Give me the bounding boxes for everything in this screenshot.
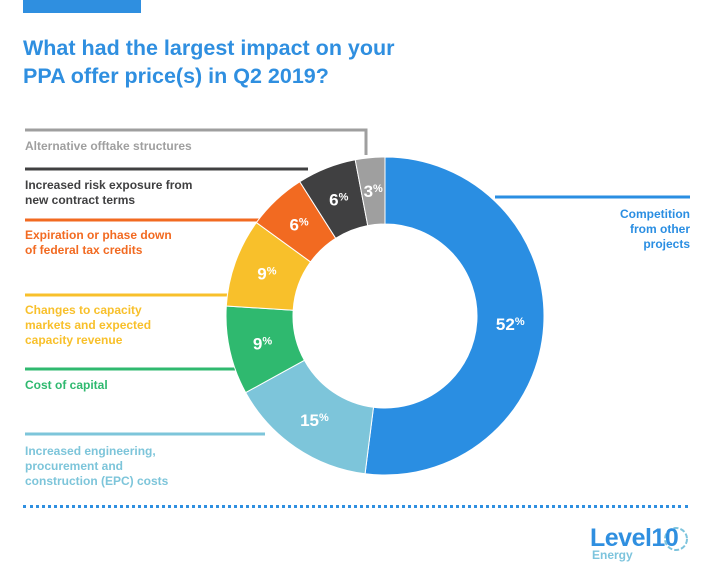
level10-logo: Level10 Energy [590,524,690,564]
logo-wordmark: Level10 [590,524,679,552]
title-line-1: What had the largest impact on your [23,36,395,60]
leader-line-7 [25,128,368,155]
dotted-divider [23,505,688,508]
label-risk-exposure: Increased risk exposure from new contrac… [25,178,193,207]
donut-slice-1 [364,156,545,476]
accent-bar [23,0,141,13]
donut-slice-7 [354,156,386,227]
label-capacity-markets: Changes to capacity markets and expected… [25,303,152,347]
label-competition: Competition from other projects [620,207,690,251]
chart-title: What had the largest impact on your PPA … [23,34,523,90]
label-alternative-offtake: Alternative offtake structures [25,139,192,153]
label-tax-credits: Expiration or phase down of federal tax … [25,228,172,257]
label-epc-costs: Increased engineering, procurement and c… [25,444,169,488]
title-line-2: PPA offer price(s) in Q2 2019? [23,64,329,88]
logo-ring-icon [664,527,688,551]
logo-subtext: Energy [592,548,633,562]
label-cost-of-capital: Cost of capital [25,378,108,392]
